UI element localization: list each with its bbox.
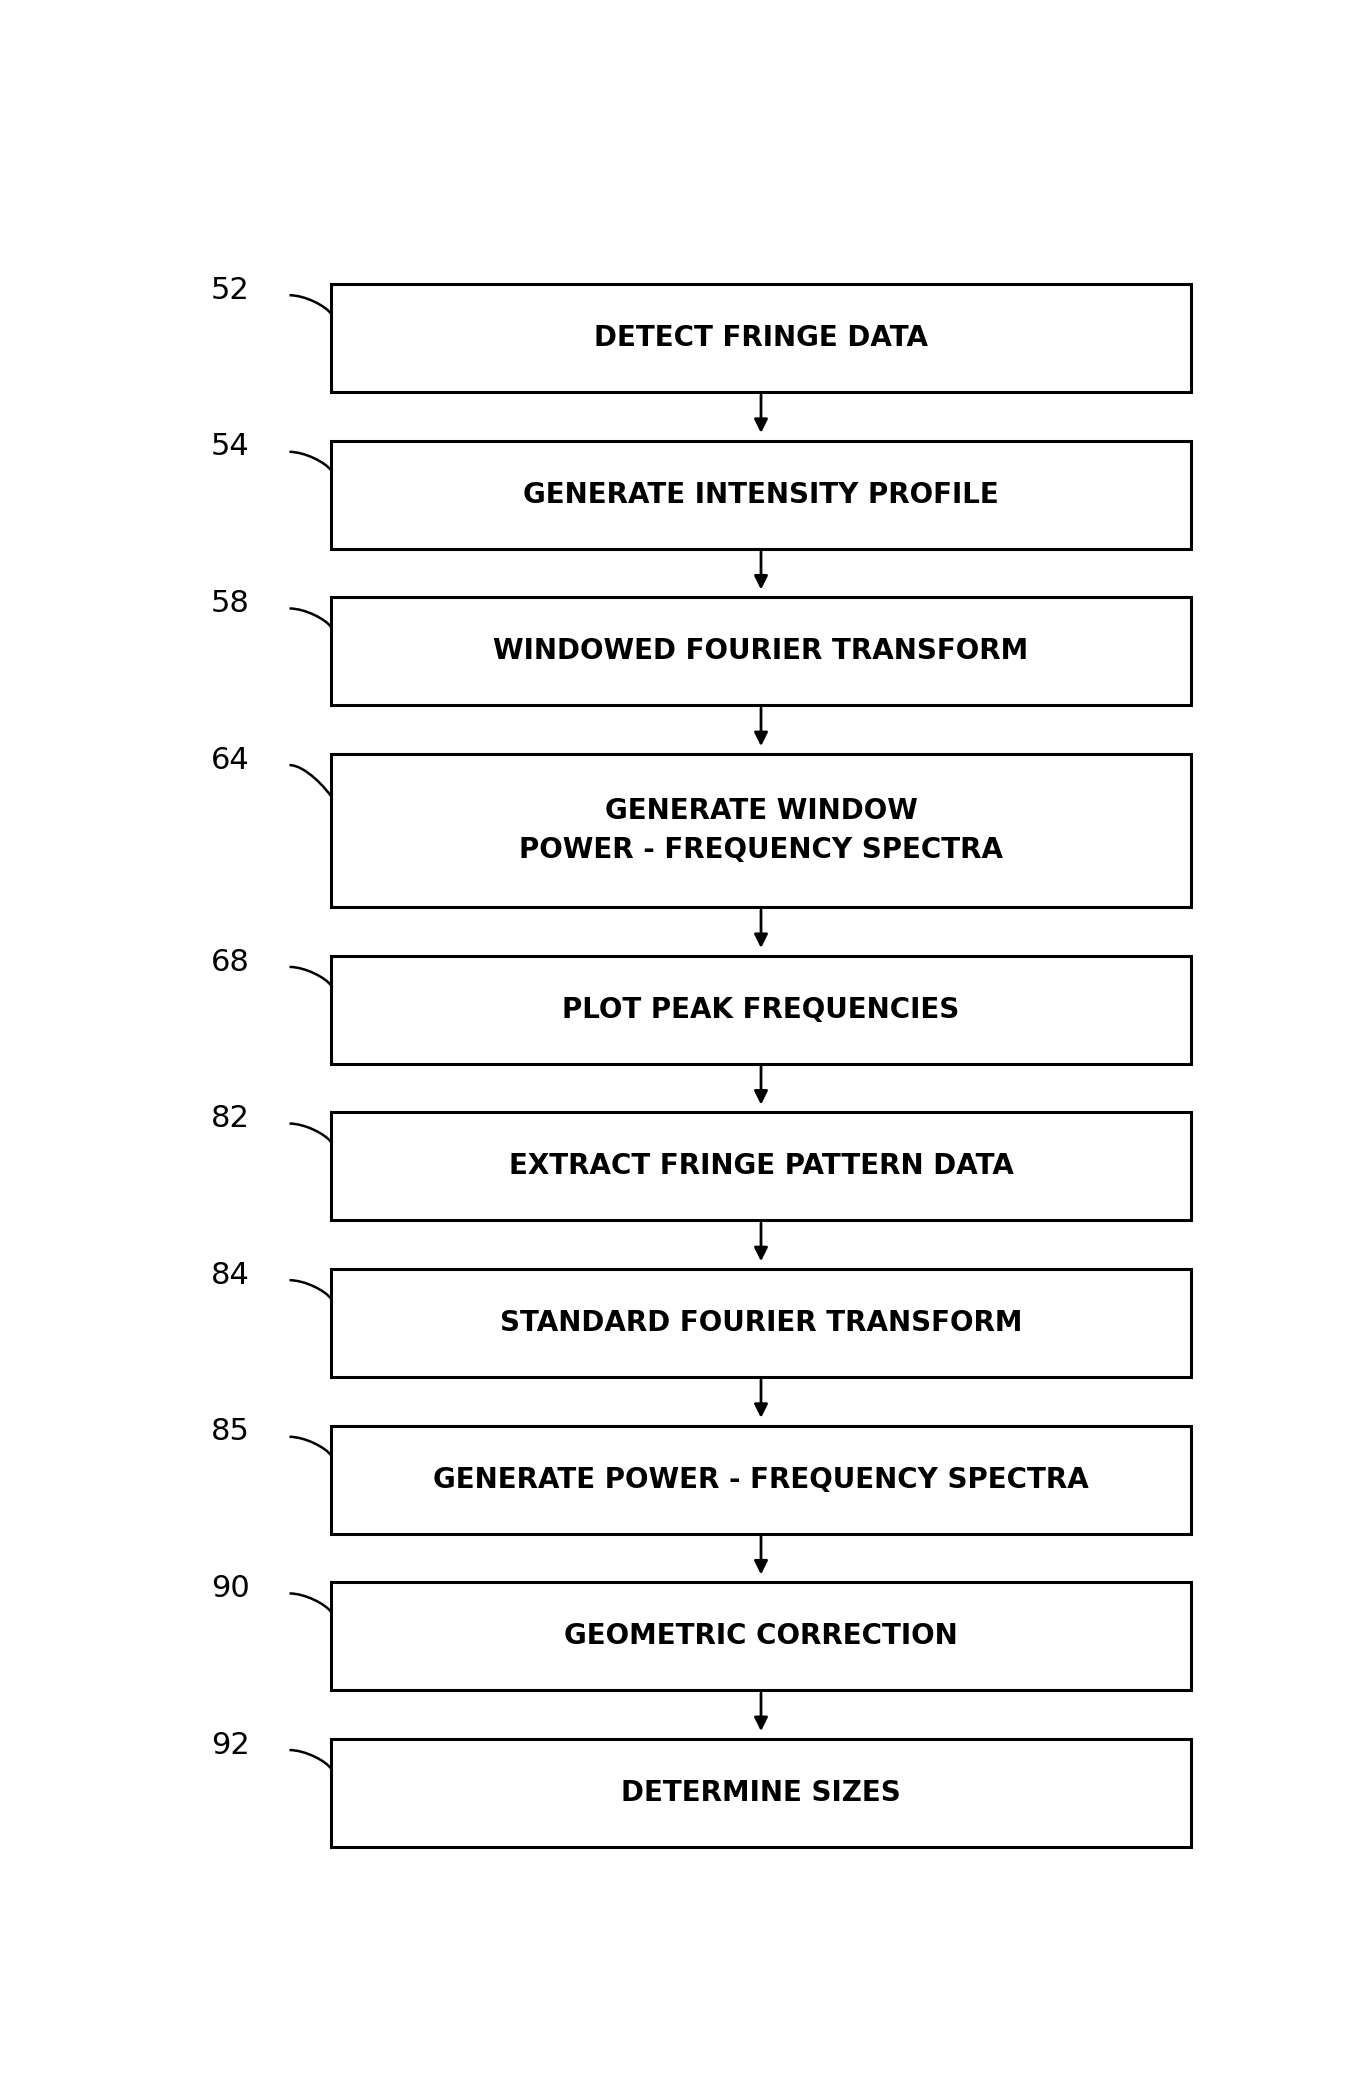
Text: 64: 64 [211, 747, 250, 774]
Bar [331, 440, 1191, 549]
Bar [331, 1738, 1191, 1847]
Text: 84: 84 [211, 1260, 250, 1290]
Text: 92: 92 [211, 1730, 250, 1759]
Text: 82: 82 [211, 1105, 250, 1132]
Text: GENERATE INTENSITY PROFILE: GENERATE INTENSITY PROFILE [523, 480, 999, 510]
Text: EXTRACT FRINGE PATTERN DATA: EXTRACT FRINGE PATTERN DATA [508, 1153, 1014, 1181]
Text: WINDOWED FOURIER TRANSFORM: WINDOWED FOURIER TRANSFORM [493, 637, 1029, 665]
Text: STANDARD FOURIER TRANSFORM: STANDARD FOURIER TRANSFORM [500, 1309, 1022, 1338]
Bar [331, 1581, 1191, 1690]
Text: 58: 58 [211, 589, 250, 619]
Text: GENERATE WINDOW
POWER - FREQUENCY SPECTRA: GENERATE WINDOW POWER - FREQUENCY SPECTR… [519, 797, 1003, 864]
Text: GEOMETRIC CORRECTION: GEOMETRIC CORRECTION [564, 1623, 957, 1650]
Bar [331, 1111, 1191, 1220]
Text: PLOT PEAK FREQUENCIES: PLOT PEAK FREQUENCIES [562, 996, 960, 1023]
Text: DETERMINE SIZES: DETERMINE SIZES [621, 1778, 900, 1808]
Bar [331, 1426, 1191, 1533]
Text: 54: 54 [211, 432, 250, 461]
Bar [331, 753, 1191, 908]
Bar [331, 1269, 1191, 1378]
Bar [331, 283, 1191, 392]
Text: 90: 90 [211, 1575, 250, 1602]
Text: GENERATE POWER - FREQUENCY SPECTRA: GENERATE POWER - FREQUENCY SPECTRA [433, 1466, 1088, 1493]
Bar [331, 956, 1191, 1063]
Text: 68: 68 [211, 948, 250, 977]
Text: DETECT FRINGE DATA: DETECT FRINGE DATA [594, 325, 927, 352]
Text: 85: 85 [211, 1418, 250, 1447]
Bar [331, 598, 1191, 705]
Text: 52: 52 [211, 277, 250, 304]
